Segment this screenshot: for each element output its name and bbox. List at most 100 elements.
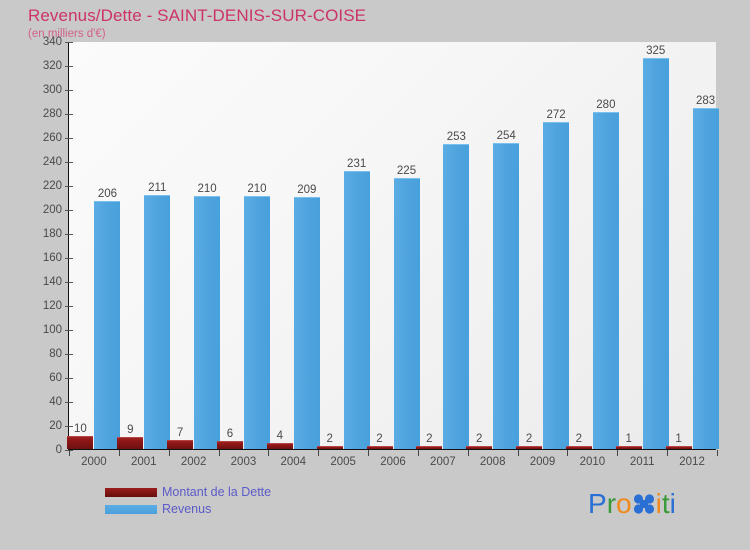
bar-revenue-2007 [443, 144, 470, 449]
bar-label-debt-2007: 2 [426, 432, 433, 445]
bar-revenue-2001 [144, 194, 171, 449]
y-axis-tick [65, 185, 73, 187]
x-axis-tick [69, 450, 70, 456]
bar-label-debt-2005: 2 [326, 432, 333, 445]
bar-revenue-2011 [642, 58, 669, 449]
logo-letter-i2: i [669, 488, 676, 519]
bar-debt-2007 [416, 445, 443, 449]
x-axis-tick [268, 450, 270, 456]
x-axis-tick-label-2000: 2000 [81, 456, 107, 468]
x-axis-tick [517, 450, 519, 456]
y-axis-tick [65, 113, 73, 115]
bar-debt-2011 [615, 446, 642, 449]
bar-debt-2005 [316, 445, 343, 449]
plot-area: 10 206 9 211 7 210 6 210 4 209 2 231 2 225 2 253 2 254 2 27… [65, 41, 719, 468]
bars-layer: 10 206 9 211 7 210 6 210 4 209 2 231 2 225 2 253 2 254 2 27… [67, 42, 719, 449]
x-axis-tick [417, 450, 419, 456]
logo-letter-r: r [606, 488, 617, 519]
bar-debt-2003 [216, 440, 243, 449]
y-axis-tick [65, 209, 73, 211]
bar-label-revenue-2011: 325 [646, 45, 666, 57]
bar-label-debt-2012: 1 [675, 433, 682, 445]
y-axis-tick-label: 120 [42, 300, 62, 312]
bar-label-debt-2011: 1 [625, 433, 632, 445]
chart-subtitle: (en milliers d'€) [28, 28, 106, 40]
y-axis-tick-label: 0 [55, 444, 62, 456]
legend-label-revenue: Revenus [162, 502, 212, 516]
legend-label-debt: Montant de la Dette [162, 485, 272, 499]
bar-revenue-2010 [592, 112, 619, 449]
y-axis-tick [65, 161, 73, 163]
bar-label-revenue-2010: 280 [596, 99, 616, 111]
y-axis-tick [65, 353, 73, 355]
y-axis-tick [65, 305, 73, 307]
bar-label-revenue-2002: 210 [197, 183, 217, 195]
bar-debt-2004 [266, 443, 293, 449]
y-axis-tick-label: 100 [42, 324, 62, 336]
proxiti-logo[interactable]: P r o i t i [588, 487, 676, 521]
title-block: Revenus/Dette - SAINT-DENIS-SUR-COISE (e… [28, 6, 628, 42]
bar-label-revenue-2003: 210 [247, 183, 267, 195]
y-axis-tick-label: 260 [42, 132, 62, 144]
x-axis-tick [717, 450, 718, 456]
legend: Montant de la Dette Revenus [105, 484, 271, 518]
x-axis-tick [118, 450, 120, 456]
legend-swatch-revenue [105, 505, 157, 514]
x-axis-tick [318, 450, 320, 456]
x-axis-tick [667, 450, 669, 456]
x-axis-tick-label-2009: 2009 [529, 456, 556, 468]
y-axis-tick-label: 220 [42, 180, 62, 192]
x-axis-tick [467, 450, 469, 456]
y-axis-tick [65, 425, 73, 427]
y-axis-tick [65, 65, 73, 67]
bar-label-revenue-2005: 231 [347, 157, 367, 170]
y-axis-tick [65, 137, 73, 139]
y-axis-tick-label: 60 [49, 372, 62, 384]
bar-label-debt-2006: 2 [376, 432, 383, 445]
y-axis-tick-label: 200 [42, 204, 62, 216]
x-axis-tick [168, 450, 170, 456]
bar-debt-2006 [366, 445, 393, 449]
x-axis-tick-label-2002: 2002 [180, 456, 207, 468]
x-axis-tick [368, 450, 370, 456]
page-title: Revenus/Dette - SAINT-DENIS-SUR-COISE [28, 6, 367, 25]
bar-label-debt-2010: 2 [575, 432, 583, 445]
y-axis-tick [65, 377, 73, 379]
bar-revenue-2004 [293, 197, 320, 449]
bar-label-revenue-2009: 272 [546, 108, 566, 121]
logo-letter-p: P [588, 488, 607, 519]
x-axis-tick-label-2010: 2010 [579, 456, 606, 468]
bar-debt-2001 [117, 437, 144, 449]
bar-label-revenue-2007: 253 [446, 131, 466, 144]
y-axis-tick-label: 20 [49, 420, 62, 432]
x-axis-tick [567, 450, 569, 456]
bar-revenue-2008 [493, 143, 520, 449]
x-axis-tick-label-2008: 2008 [479, 456, 506, 468]
bar-revenue-2012 [692, 108, 719, 449]
x-axis-tick-label-2011: 2011 [629, 456, 655, 468]
bar-debt-2008 [466, 445, 493, 449]
bar-label-debt-2002: 7 [176, 426, 184, 439]
y-axis-tick-label: 180 [42, 228, 62, 240]
x-axis-tick [218, 450, 220, 456]
y-axis-tick-label: 140 [42, 276, 62, 288]
legend-swatch-debt [105, 488, 157, 497]
bar-revenue-2000 [94, 200, 121, 449]
bar-label-revenue-2004: 209 [297, 184, 317, 197]
bar-revenue-2002 [194, 196, 221, 449]
x-axis-tick-label-2012: 2012 [679, 456, 705, 468]
logo-letter-o: o [616, 488, 632, 519]
bar-label-debt-2008: 2 [475, 432, 483, 445]
bar-revenue-2009 [543, 121, 570, 449]
logo-letter-i1: i [655, 488, 662, 519]
bar-revenue-2003 [243, 196, 270, 449]
bar-label-debt-2004: 4 [276, 430, 283, 443]
logo-butterfly-x-icon [633, 491, 655, 517]
y-axis-tick [65, 401, 73, 403]
bar-label-revenue-2001: 211 [148, 181, 167, 194]
bar-label-debt-2003: 6 [226, 427, 234, 440]
y-axis-tick-label: 320 [42, 60, 62, 72]
bar-debt-2010 [565, 445, 592, 449]
bar-label-revenue-2012: 283 [695, 95, 716, 108]
